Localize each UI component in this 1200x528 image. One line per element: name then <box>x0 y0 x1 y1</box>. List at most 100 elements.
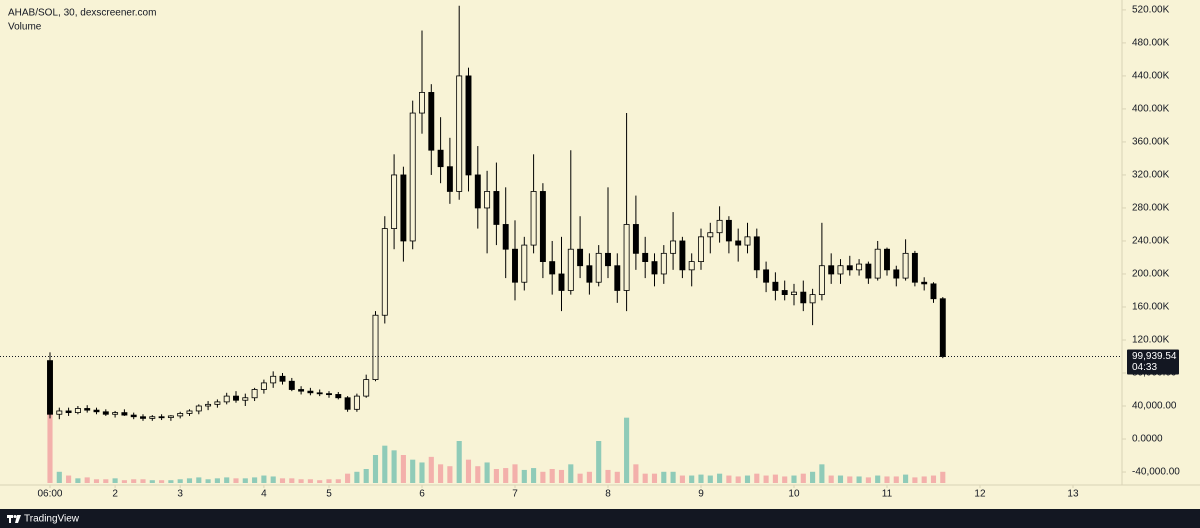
candle-body <box>595 252 602 283</box>
candle-body <box>753 236 760 271</box>
candle-body <box>158 416 165 419</box>
candle-body <box>642 252 649 262</box>
candle-body <box>195 405 202 412</box>
volume-bar <box>224 477 230 483</box>
y-tick-label: 360.00K <box>1132 137 1170 148</box>
y-tick-label: 320.00K <box>1132 170 1170 181</box>
y-tick-label: 200.00K <box>1132 269 1170 280</box>
volume-bar <box>921 476 927 483</box>
candle-body <box>716 219 723 234</box>
candle-body <box>632 224 639 254</box>
y-tick-label: 520.00K <box>1132 5 1170 16</box>
x-tick-label: 7 <box>512 489 518 500</box>
volume-bar <box>540 471 546 483</box>
candle-body <box>409 112 416 242</box>
volume-bar <box>689 475 695 483</box>
volume-bar <box>465 459 472 483</box>
candle-body <box>130 414 137 418</box>
volume-bar <box>168 480 174 483</box>
candle-body <box>484 191 491 209</box>
volume-bar <box>214 478 220 483</box>
candle-body <box>233 395 239 401</box>
candle-body <box>167 415 174 418</box>
x-tick-label: 4 <box>261 489 267 500</box>
volume-bar <box>270 476 276 483</box>
candle-body <box>493 191 500 225</box>
volume-bar <box>410 459 416 483</box>
y-tick-label: 40,000.00 <box>1132 401 1177 412</box>
volume-bar <box>112 478 118 483</box>
volume-bar <box>242 478 248 483</box>
candle-body <box>549 261 556 275</box>
candle-body <box>530 191 537 246</box>
last-price-label: 99,939.54 <box>1132 351 1177 362</box>
volume-bar <box>633 464 639 483</box>
candle-body <box>856 263 863 271</box>
candle-body <box>744 236 751 246</box>
candle-body <box>930 283 937 300</box>
candle-body <box>725 219 732 242</box>
volume-bar <box>372 455 379 483</box>
legend-entry: Volume <box>8 22 42 33</box>
candle-body <box>270 375 277 384</box>
volume-bar <box>596 441 602 483</box>
candle-body <box>437 149 444 168</box>
candle-body <box>800 291 807 304</box>
candle-body <box>567 248 574 291</box>
volume-bar <box>391 450 397 483</box>
candle-body <box>614 265 621 291</box>
volume-bar <box>307 479 313 483</box>
candle-body <box>474 174 481 209</box>
candle-body <box>121 412 128 416</box>
volume-bar <box>438 464 444 483</box>
candle-body <box>47 360 53 415</box>
volume-bar <box>782 476 788 483</box>
candle-body <box>93 409 100 413</box>
candle-body <box>186 410 193 414</box>
candle-body <box>921 281 928 285</box>
candle-body <box>660 252 667 275</box>
volume-bar <box>549 469 555 483</box>
volume-bar <box>345 473 351 483</box>
candle-body <box>846 265 853 271</box>
volume-bar <box>400 455 406 483</box>
candle-body <box>205 403 212 407</box>
candle-body <box>316 392 323 395</box>
candle-body <box>326 393 332 396</box>
candle-body <box>446 166 453 192</box>
candle-body <box>84 408 91 411</box>
volume-bar <box>754 473 760 483</box>
candle-body <box>335 394 342 399</box>
candle-body <box>56 410 63 415</box>
volume-bar <box>121 480 127 483</box>
volume-bar <box>56 471 62 483</box>
volume-bar <box>819 464 825 483</box>
volume-bar <box>763 475 769 483</box>
volume-bar <box>159 480 165 483</box>
volume-bar <box>717 473 723 483</box>
volume-bar <box>624 417 630 483</box>
candle-body <box>698 236 704 262</box>
candle-body <box>391 174 398 229</box>
volume-bar <box>84 477 90 483</box>
y-tick-label: 240.00K <box>1132 236 1170 247</box>
candle-body <box>502 224 509 250</box>
volume-bar <box>186 478 193 483</box>
volume-bar <box>317 480 323 483</box>
candle-body <box>521 244 528 283</box>
volume-bar <box>47 413 53 483</box>
candle-body <box>149 416 156 419</box>
candle-body <box>893 269 900 279</box>
volume-bar <box>568 464 574 483</box>
axis-layer: 520.00K480.00K440.00K400.00K360.00K320.0… <box>0 5 1180 500</box>
volume-bar <box>382 445 388 483</box>
y-tick-label: 480.00K <box>1132 38 1170 49</box>
x-tick-label: 9 <box>698 489 704 500</box>
volume-bar <box>940 471 946 483</box>
candle-layer <box>47 5 946 421</box>
candle-body <box>884 248 890 271</box>
volume-bar <box>177 479 183 483</box>
candle-body <box>735 240 742 246</box>
candle-body <box>651 261 658 275</box>
volume-bar <box>930 475 937 483</box>
